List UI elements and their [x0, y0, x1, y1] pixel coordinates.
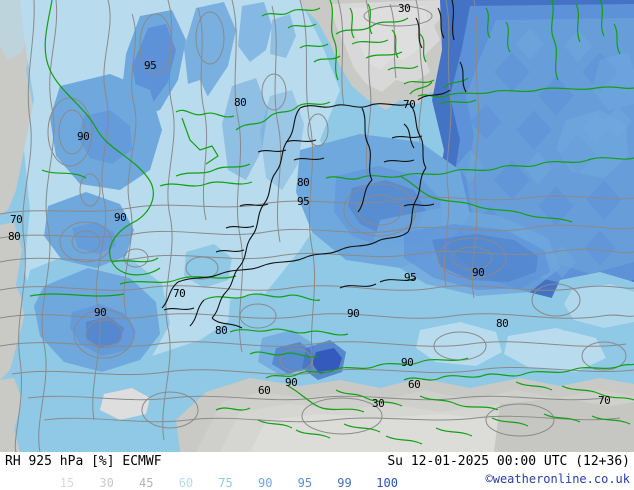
rh-contour-field [0, 0, 634, 452]
contour-label: 70 [403, 98, 416, 111]
legend-scale[interactable]: 15 30 45 60 75 90 95 99 100 [52, 472, 405, 490]
contour-label: 90 [285, 376, 298, 389]
contour-label: 30 [398, 2, 411, 15]
legend-step[interactable]: 45 [139, 476, 154, 490]
legend-step[interactable]: 60 [178, 476, 194, 490]
legend-step[interactable]: 15 [59, 476, 75, 490]
contour-label: 90 [94, 306, 107, 319]
contour-label: 90 [401, 356, 414, 369]
contour-lines [0, 0, 634, 452]
contour-label: 80 [297, 176, 310, 189]
contour-label: 95 [404, 271, 417, 284]
contour-label: 60 [258, 384, 271, 397]
country-borders-green [29, 0, 634, 445]
contour-label: 70 [173, 287, 186, 300]
contour-label: 90 [472, 266, 485, 279]
contour-label: 95 [144, 59, 157, 72]
copyright-notice: ©weatheronline.co.uk [485, 472, 631, 486]
contour-label: 60 [408, 378, 421, 391]
contour-label: 70 [598, 394, 611, 407]
contour-label: 80 [8, 230, 21, 243]
model-run-timestamp: Su 12-01-2025 00:00 UTC (12+36) [387, 454, 630, 469]
legend-step[interactable]: 95 [297, 476, 313, 490]
contour-label: 80 [496, 317, 509, 330]
low-humidity-areas [0, 0, 634, 452]
legend-step[interactable]: 99 [337, 476, 352, 490]
legend-step[interactable]: 100 [376, 476, 398, 490]
high-humidity-areas [0, 0, 634, 380]
contour-label: 90 [77, 130, 90, 143]
contour-label: 80 [234, 96, 247, 109]
contour-label: 70 [10, 213, 23, 226]
contour-label: 90 [114, 211, 127, 224]
legend-step[interactable]: 30 [99, 476, 114, 490]
legend-step[interactable]: 90 [257, 476, 273, 490]
country-borders-black [161, 0, 467, 329]
contour-label: 80 [215, 324, 228, 337]
legend-step[interactable]: 75 [218, 476, 233, 490]
contour-label: 30 [372, 397, 385, 410]
page-title: RH 925 hPa [%] ECMWF [5, 454, 162, 469]
contour-label: 90 [347, 307, 360, 320]
weather-map-canvas[interactable]: 30 95 80 70 90 80 95 70 80 90 95 90 70 9… [0, 0, 634, 452]
contour-label: 95 [297, 195, 310, 208]
map-footer: RH 925 hPa [%] ECMWF Su 12-01-2025 00:00… [0, 452, 634, 490]
